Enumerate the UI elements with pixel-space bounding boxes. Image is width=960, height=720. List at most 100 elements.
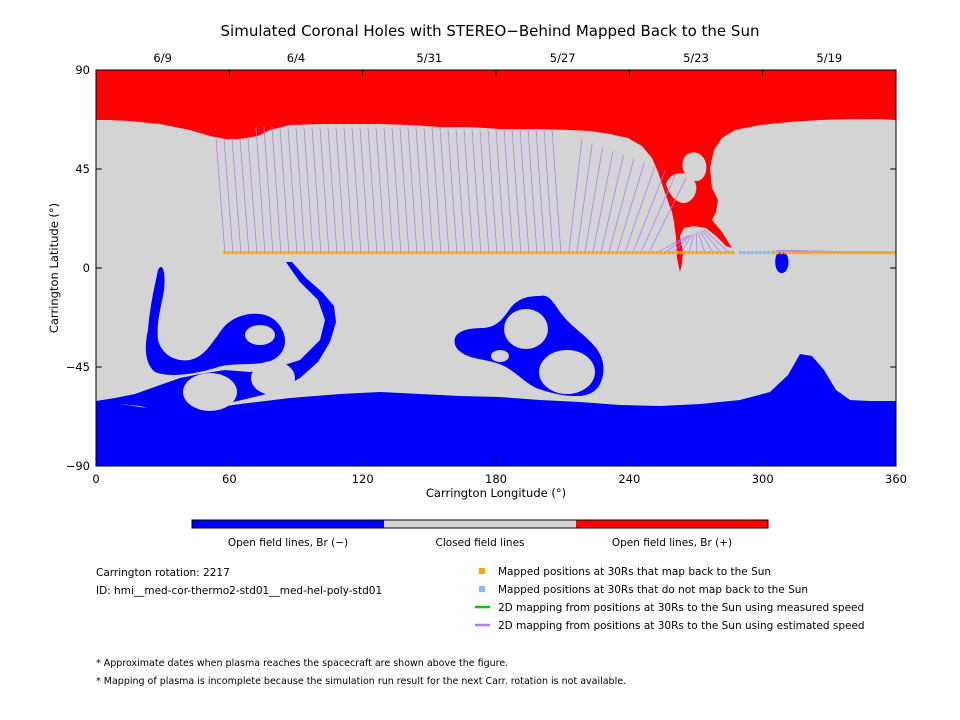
mapped-point-maps-back	[287, 251, 291, 255]
x-tick-label: 300	[752, 472, 774, 486]
mapped-point-maps-back	[295, 251, 299, 255]
mapped-point-maps-back	[243, 251, 247, 255]
mapping-line	[351, 127, 362, 253]
mapped-point-maps-back	[271, 251, 275, 255]
mapped-point-maps-back	[359, 251, 363, 255]
mapped-point-maps-back	[731, 251, 735, 255]
mapped-point-maps-back	[443, 251, 447, 255]
mapped-point-maps-back	[824, 251, 828, 255]
mapped-point-maps-back	[627, 251, 631, 255]
mapping-line	[391, 127, 402, 253]
mapped-point-maps-back	[519, 251, 523, 255]
mapped-point-maps-back	[403, 251, 407, 255]
closed-island-7	[539, 350, 595, 394]
mapped-point-maps-back	[804, 251, 808, 255]
mapping-line	[479, 129, 490, 253]
mapped-point-maps-back	[511, 251, 515, 255]
mapping-line	[399, 127, 410, 253]
mapping-line	[600, 154, 624, 253]
mapped-point-maps-back	[483, 251, 487, 255]
mapping-line	[359, 127, 370, 253]
mapping-line	[527, 129, 538, 253]
mapping-lines	[215, 127, 894, 253]
mapping-line	[279, 127, 290, 253]
mapping-line	[632, 170, 666, 253]
y-tick-label: −45	[66, 360, 90, 374]
mapped-point-maps-back	[351, 251, 355, 255]
mapping-line	[255, 127, 266, 253]
mapped-point-maps-back	[872, 251, 876, 255]
mapped-point-maps-back	[603, 251, 607, 255]
mapped-point-maps-back	[259, 251, 263, 255]
mapped-point-maps-back	[279, 251, 283, 255]
mapped-point-maps-back	[275, 251, 279, 255]
mapped-point-maps-back	[283, 251, 287, 255]
mapped-point-maps-back	[691, 251, 695, 255]
mapped-point-maps-back	[671, 251, 675, 255]
mapped-point-maps-back	[503, 251, 507, 255]
y-axis-label: Carrington Latitude (°)	[47, 203, 61, 333]
plot-area	[95, 69, 897, 467]
closed-island-6	[504, 309, 548, 349]
negative-coronal-hole-south	[96, 262, 336, 466]
mapped-point-maps-back	[812, 251, 816, 255]
mapped-point-no-map	[762, 251, 767, 255]
mapped-point-maps-back	[679, 251, 683, 255]
mapping-line	[703, 229, 730, 253]
mapped-point-maps-back	[535, 251, 539, 255]
mapped-point-maps-back	[507, 251, 511, 255]
mapping-line	[495, 129, 506, 253]
mapped-point-maps-back	[371, 251, 375, 255]
x-tick-label: 60	[222, 472, 237, 486]
mapped-point-maps-back	[559, 251, 563, 255]
mapped-point-maps-back	[611, 251, 615, 255]
colorbar: Open field lines, Br (−) Closed field lin…	[191, 519, 769, 549]
mapped-point-maps-back	[395, 251, 399, 255]
mapped-point-maps-back	[311, 251, 315, 255]
mapped-point-maps-back	[375, 251, 379, 255]
mapped-point-maps-back	[784, 251, 788, 255]
note-dates: * Approximate dates when plasma reaches …	[96, 658, 508, 669]
mapped-point-maps-back	[387, 251, 391, 255]
mapping-line	[223, 138, 234, 253]
mapping-line	[447, 129, 458, 253]
mapped-point-maps-back	[788, 251, 792, 255]
x-tick-label: 0	[92, 472, 99, 486]
mapped-point-maps-back	[467, 251, 471, 255]
mapped-point-maps-back	[675, 251, 679, 255]
mapped-point-maps-back	[499, 251, 503, 255]
mapped-point-maps-back	[892, 251, 896, 255]
mapped-point-maps-back	[727, 251, 731, 255]
mapped-point-maps-back	[832, 251, 836, 255]
mapped-point-maps-back	[383, 251, 387, 255]
mapping-line	[511, 129, 522, 253]
mapping-line	[367, 127, 378, 253]
mapped-point-maps-back	[575, 251, 579, 255]
mapping-line	[535, 129, 546, 253]
mapped-point-maps-back	[423, 251, 427, 255]
top-date-label: 5/19	[816, 51, 842, 65]
mapped-point-maps-back	[796, 251, 800, 255]
mapping-line	[543, 129, 554, 253]
mapped-point-maps-back	[555, 251, 559, 255]
mapped-point-maps-back	[495, 251, 499, 255]
mapped-point-maps-back	[659, 251, 663, 255]
mapped-point-maps-back	[792, 251, 796, 255]
mapping-line	[576, 142, 593, 253]
mapped-point-maps-back	[772, 251, 776, 255]
mapped-point-maps-back	[860, 251, 864, 255]
mapping-line	[519, 129, 530, 253]
mapped-point-no-map	[742, 251, 747, 255]
mapping-line	[383, 127, 394, 253]
mapped-point-maps-back	[247, 251, 251, 255]
mapped-point-maps-back	[531, 251, 535, 255]
colorbar-label: Open field lines, Br (+)	[612, 537, 732, 549]
mapped-point-maps-back	[876, 251, 880, 255]
mapped-point-maps-back	[623, 251, 627, 255]
mapped-point-maps-back	[816, 251, 820, 255]
mapping-line	[287, 127, 298, 253]
mapping-line	[375, 127, 386, 253]
mapped-point-maps-back	[543, 251, 547, 255]
closed-island-4	[183, 373, 237, 411]
